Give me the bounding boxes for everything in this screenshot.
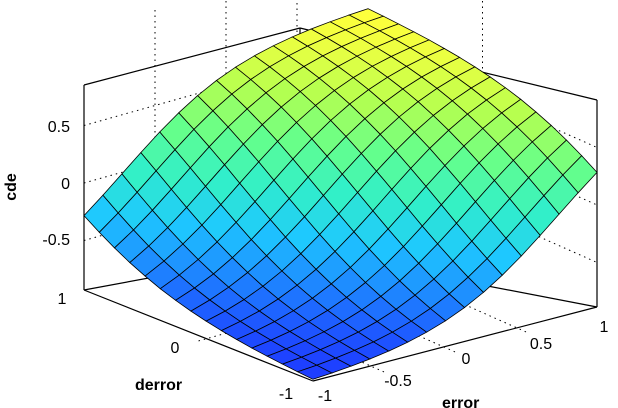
tick-labels: -0.5 0 0.5 -1 0 1 -1 -0.5 0 0.5 1 [42, 119, 608, 405]
surface-patch [296, 364, 333, 380]
x-tick-label: 0 [462, 351, 471, 368]
y-tick-label: 1 [58, 291, 67, 308]
x-tick-label: 0.5 [530, 336, 552, 353]
x-tick-label: -0.5 [384, 373, 412, 390]
z-tick-label: -0.5 [42, 232, 70, 249]
z-tick-label: 0 [61, 176, 70, 193]
z-axis-label: cde [3, 173, 20, 201]
y-tick-label: -1 [279, 386, 293, 403]
box-front [83, 289, 598, 382]
x-tick-label: -1 [318, 388, 332, 405]
surface-mesh [83, 8, 598, 380]
x-axis-label: error [442, 395, 479, 408]
y-tick-label: 0 [171, 340, 180, 357]
x-tick-label: 1 [600, 319, 609, 336]
z-tick-label: 0.5 [48, 119, 70, 136]
y-axis-label: derror [135, 377, 182, 394]
